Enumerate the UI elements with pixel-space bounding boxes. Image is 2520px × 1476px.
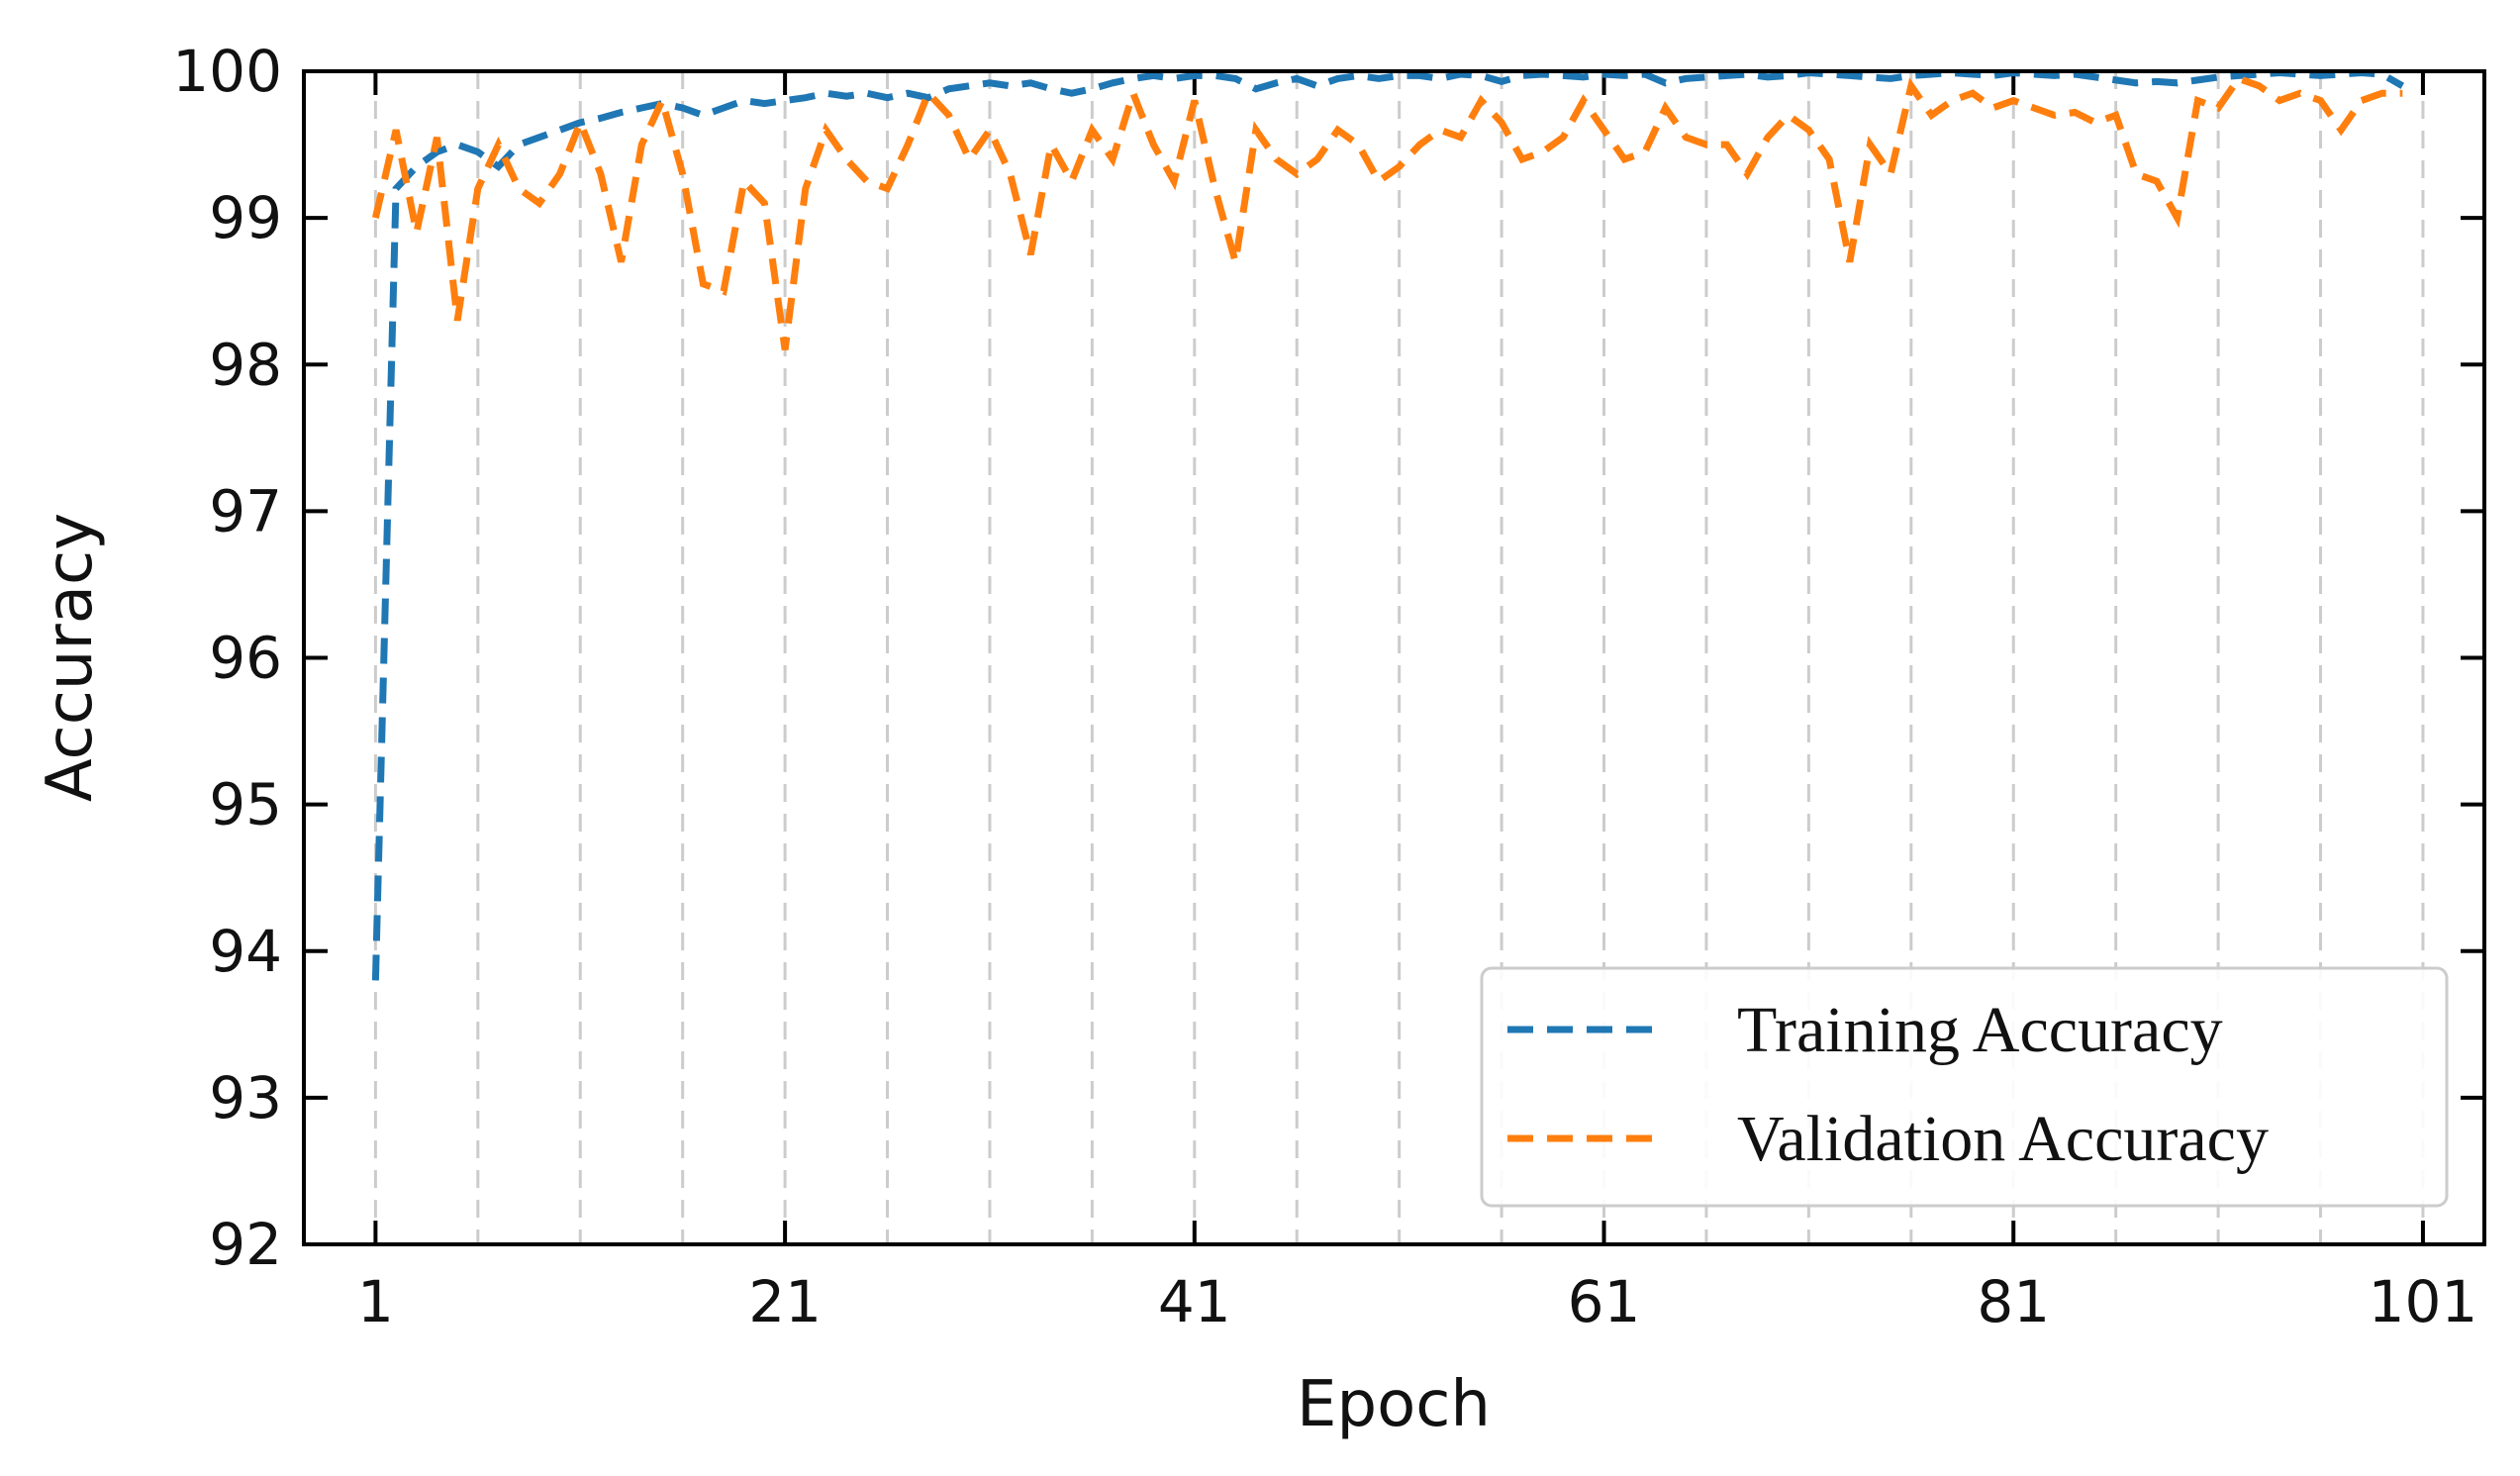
- legend-box: [1480, 966, 2449, 1208]
- y-tick-label: 97: [209, 477, 282, 544]
- x-tick-label: 41: [1158, 1268, 1231, 1335]
- x-tick-label: 81: [1977, 1268, 2050, 1335]
- y-tick-label: 99: [209, 184, 282, 251]
- x-tick-label: 1: [357, 1268, 394, 1335]
- y-tick-label: 95: [209, 771, 282, 838]
- legend: Training Accuracy Validation Accuracy: [1480, 966, 2449, 1208]
- x-tick-label: 61: [1568, 1268, 1641, 1335]
- y-tick-label: 96: [209, 625, 282, 692]
- series-line-training: [371, 68, 2405, 981]
- x-axis-title: Epoch: [1297, 1368, 1491, 1441]
- series-lines: [371, 68, 2405, 981]
- tick-labels: 92 93 94 95 96 97 98 99 100 1 21 41 61 81 101: [172, 38, 2477, 1335]
- plot-frame: [302, 69, 2486, 1246]
- y-tick-label: 93: [209, 1064, 282, 1132]
- x-tick-label: 101: [2369, 1268, 2478, 1335]
- vertical-grid: [373, 71, 2425, 1244]
- y-tick-label: 100: [172, 38, 282, 105]
- series-line-validation: [371, 74, 2403, 350]
- y-tick-label: 98: [209, 331, 282, 398]
- legend-label-training: Training Accuracy: [1737, 994, 2223, 1066]
- y-axis-title: Accuracy: [34, 513, 107, 802]
- y-tick-label: 94: [209, 918, 282, 985]
- x-tick-label: 21: [748, 1268, 822, 1335]
- y-tick-label: 92: [209, 1211, 282, 1278]
- legend-label-validation: Validation Accuracy: [1737, 1103, 2269, 1175]
